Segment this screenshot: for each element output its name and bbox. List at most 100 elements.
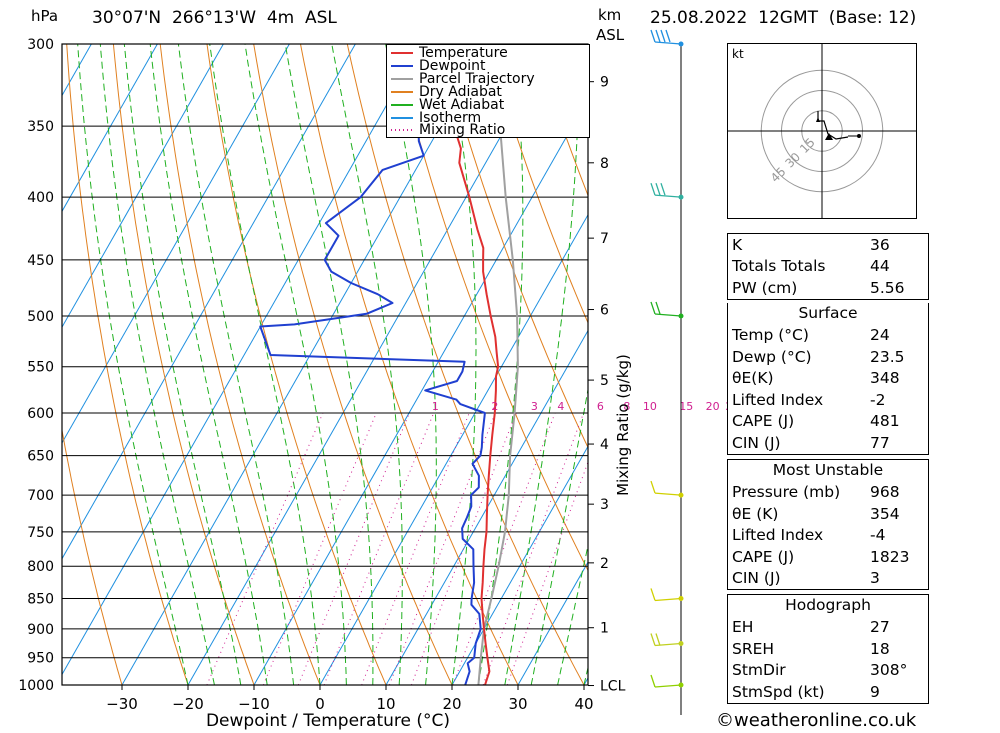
isotherm-line	[253, 98, 588, 685]
temperature-tick-label: −10	[238, 695, 270, 713]
legend-item: Temperature	[391, 45, 508, 61]
wind-barb-icon	[650, 301, 684, 319]
surface-table: Surface Temp (°C) 24 Dewp (°C) 23.5 θE(K) 348…	[727, 303, 929, 455]
dry-adiabat-line	[159, 44, 321, 685]
wind-barb-icon	[650, 29, 684, 47]
temperature-tick-label: 20	[442, 695, 461, 713]
mixing-ratio-label: 3	[531, 400, 538, 413]
table-row: StmDir 308°	[728, 660, 928, 682]
km-label: km	[598, 6, 622, 24]
row-value: 354	[870, 504, 900, 523]
mixing-ratio-axis-label: Mixing Ratio (g/kg)	[614, 354, 632, 496]
pressure-tick-label: 300	[27, 37, 54, 53]
row-value: 24	[870, 326, 890, 345]
pressure-tick-label: 700	[27, 488, 54, 504]
pressure-tick-label: 1000	[18, 678, 54, 694]
pressure-tick-label: 900	[27, 622, 54, 638]
table-row: θE (K) 354	[728, 503, 928, 525]
height-tick-label: 6	[600, 303, 609, 319]
row-label: Lifted Index	[732, 390, 824, 409]
dry-adiabat-line	[253, 44, 453, 685]
hodograph-stats-title: Hodograph	[785, 596, 871, 614]
dry-adiabat-line	[66, 44, 189, 685]
footer-credit[interactable]: ©weatheronline.co.uk	[716, 710, 916, 731]
pressure-tick-label: 800	[27, 559, 54, 575]
isotherm-line	[385, 329, 588, 685]
table-row: Totals Totals 44	[728, 256, 928, 278]
pressure-unit-label: hPa	[31, 7, 59, 25]
isotherm-line	[517, 561, 588, 685]
height-tick-label: LCL	[600, 679, 626, 695]
dry-adiabat-line	[346, 44, 585, 685]
row-value: 9	[870, 682, 880, 701]
table-row: CIN (J) 3	[728, 568, 928, 590]
dry-adiabat-line	[487, 44, 588, 325]
mixing-ratio-line	[388, 412, 496, 685]
row-label: Temp (°C)	[732, 326, 809, 345]
row-value: 44	[870, 257, 890, 276]
dry-adiabat-line	[955, 44, 1000, 685]
table-row: EH 27	[728, 617, 928, 639]
mixing-ratio-line	[482, 412, 585, 685]
legend-swatch	[391, 90, 413, 93]
mixing-ratio-line	[506, 460, 588, 685]
isotherm-line	[62, 44, 356, 560]
row-value: 3	[870, 569, 880, 588]
wind-barb-icon	[650, 588, 684, 602]
temperature-tick-label: 30	[508, 695, 527, 713]
legend: Temperature Dewpoint Parcel Trajectory Dry …	[386, 44, 590, 138]
height-tick-label: 7	[600, 231, 609, 247]
mixing-ratio-line	[323, 412, 435, 685]
datetime-title: 25.08.2022 12GMT (Base: 12)	[650, 8, 917, 28]
hodo-ring-label: 15	[797, 135, 818, 156]
legend-label: Temperature	[419, 45, 508, 61]
wind-barb-icon	[650, 182, 684, 200]
legend-label: Mixing Ratio	[419, 122, 506, 139]
mixing-ratio-line	[452, 412, 556, 685]
most-unstable-title: Most Unstable	[772, 461, 884, 479]
isotherm-line	[187, 44, 554, 685]
isotherm-line	[451, 445, 588, 685]
pressure-tick-label: 750	[27, 525, 54, 541]
isotherm-line	[62, 44, 158, 213]
surface-title: Surface	[798, 304, 858, 322]
row-value: 481	[870, 412, 900, 431]
temperature-tick-label: −30	[106, 695, 138, 713]
row-label: Dewp (°C)	[732, 347, 812, 366]
row-value: 36	[870, 235, 890, 254]
wet-adiabat-line	[446, 44, 477, 685]
legend-label: Dry Adiabat	[419, 83, 502, 100]
hodo-storm-motion-icon	[825, 133, 833, 140]
table-row: Pressure (mb) 968	[728, 482, 928, 504]
table-row: θE(K) 348	[728, 368, 928, 390]
mixing-ratio-label: 2	[491, 400, 498, 413]
table-row: SREH 18	[728, 638, 928, 660]
location-title: 30°07'N 266°13'W 4m ASL	[92, 8, 337, 28]
wind-barb-icon	[650, 633, 684, 647]
row-value: 27	[870, 618, 890, 637]
table-row: Lifted Index -4	[728, 525, 928, 547]
table-row: PW (cm) 5.56	[728, 277, 928, 299]
wet-adiabat-line	[149, 44, 268, 685]
temperature-tick-label: −20	[172, 695, 204, 713]
pressure-tick-label: 650	[27, 449, 54, 465]
mixing-ratio-line	[410, 412, 517, 685]
wet-adiabat-line	[123, 44, 242, 685]
row-value: 18	[870, 639, 890, 658]
pressure-tick-label: 550	[27, 360, 54, 376]
row-label: Lifted Index	[732, 526, 824, 545]
temperature-tick-label: 40	[574, 695, 593, 713]
row-value: 77	[870, 433, 890, 452]
legend-label: Dewpoint	[419, 57, 486, 74]
row-label: StmDir	[732, 661, 786, 680]
site-link[interactable]: weatheronline.co.uk	[734, 710, 917, 731]
row-label: StmSpd (kt)	[732, 682, 825, 701]
plot-frame	[61, 43, 589, 686]
wet-adiabat-line	[583, 665, 588, 685]
copyright-icon: ©	[716, 710, 734, 731]
temperature-tick-label: 0	[315, 695, 325, 713]
wet-adiabat-line	[77, 44, 189, 685]
wet-adiabat-line	[244, 44, 347, 685]
